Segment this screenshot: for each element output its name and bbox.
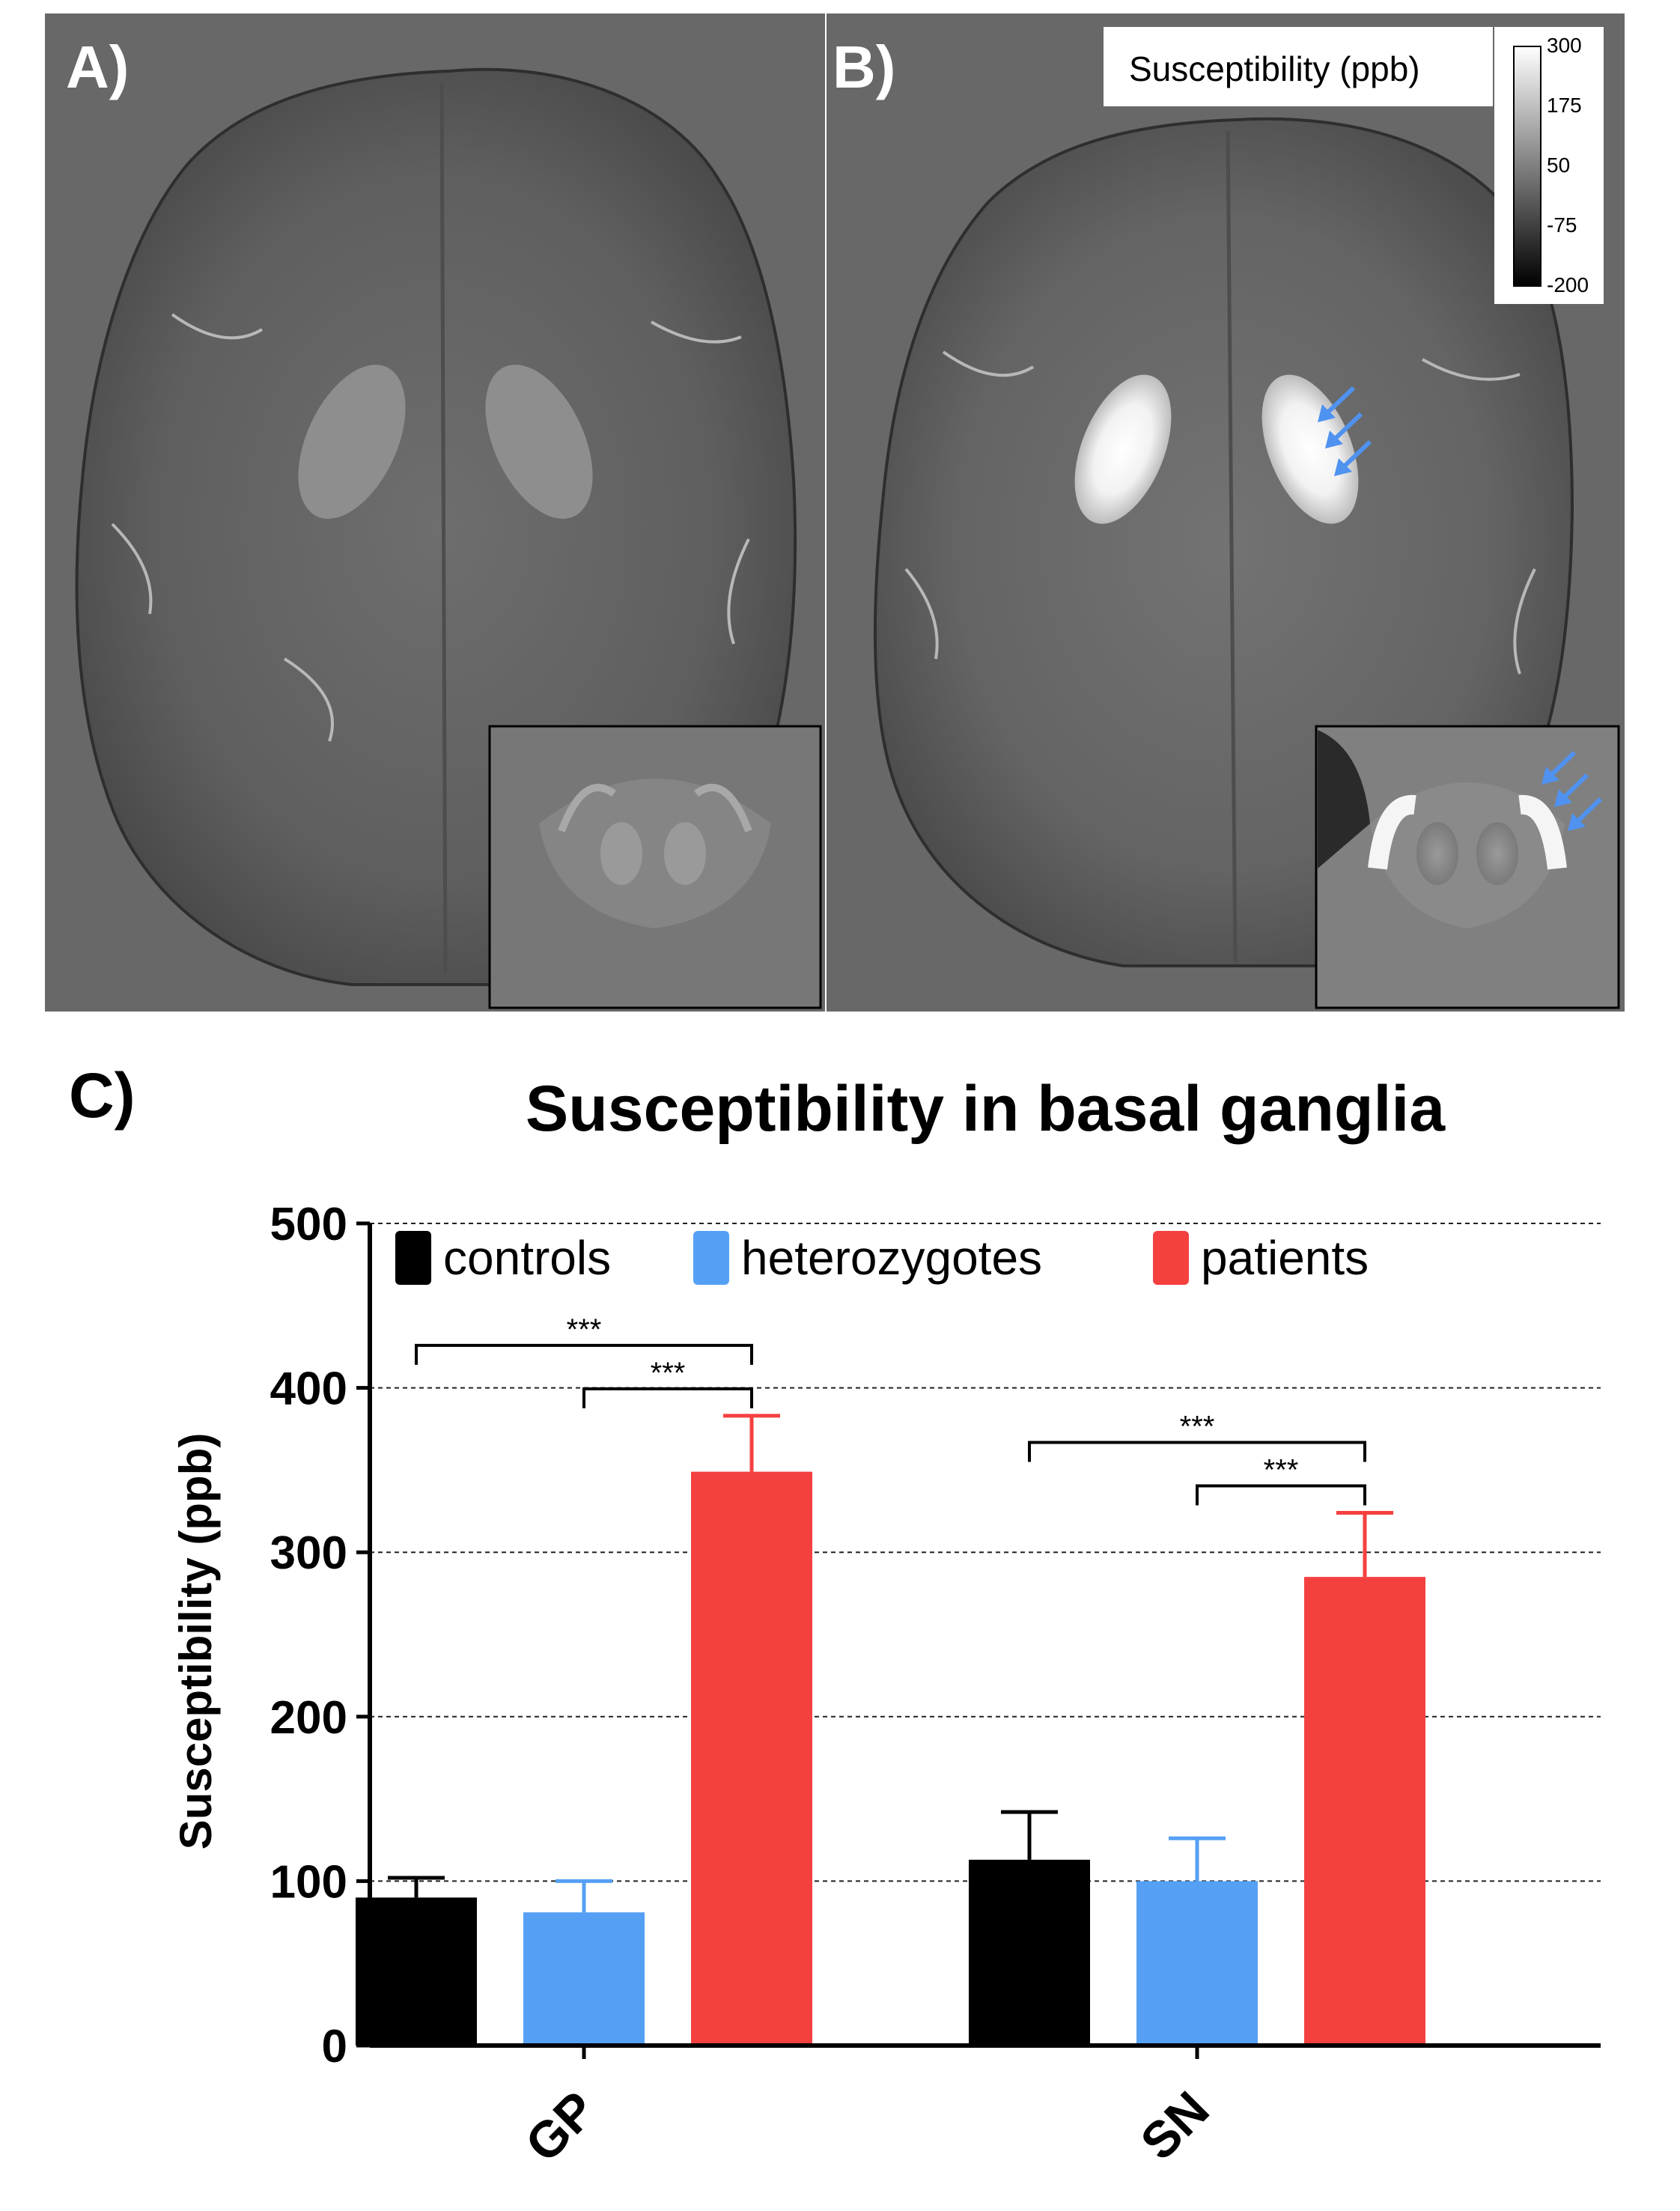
- arrow-group-main: [1318, 386, 1372, 476]
- significance-label: ***: [567, 1313, 602, 1346]
- bar-patients-sn: [1304, 1577, 1425, 2046]
- arrow-icon: [1568, 797, 1603, 831]
- colorbar-gradient: [1513, 46, 1541, 287]
- panel-a: A): [45, 13, 825, 1012]
- y-tick-label: 0: [322, 2021, 347, 2072]
- bar-controls-sn: [969, 1859, 1090, 2046]
- vessels-b: [904, 350, 1536, 675]
- bar-heterozygotes-gp: [523, 1912, 645, 2046]
- vessels-a: [111, 313, 750, 742]
- arrow-icon: [1325, 412, 1363, 448]
- y-tick-label: 200: [270, 1692, 347, 1744]
- colorbar-tick: -200: [1547, 273, 1589, 296]
- basal-ganglia-left-b: [1074, 374, 1172, 524]
- significance-label: ***: [1180, 1410, 1215, 1443]
- colorbar-tick: 50: [1547, 153, 1570, 177]
- y-tick-label: 100: [270, 1856, 347, 1908]
- y-tick-label: 300: [270, 1527, 347, 1579]
- x-axis-labels: GP SN: [514, 2046, 1220, 2173]
- y-axis-ticks: 0 100 200 300 400 500: [270, 1199, 370, 2072]
- legend-label-heterozygotes: heterozygotes: [741, 1231, 1042, 1285]
- legend-swatch-heterozygotes: [693, 1231, 729, 1285]
- significance-bracket: [582, 1387, 753, 1408]
- y-tick-label: 400: [270, 1363, 347, 1415]
- basal-ganglia-right-a: [485, 365, 593, 519]
- significance-label: ***: [1264, 1453, 1299, 1486]
- panel-c: C) Susceptibility in basal ganglia Susce…: [69, 1060, 1601, 2173]
- bar-patients-gp: [691, 1471, 812, 2046]
- basal-ganglia-right-b: [1261, 374, 1359, 524]
- x-tick-label: GP: [514, 2081, 606, 2173]
- colorbar-title: Susceptibility (ppb): [1129, 49, 1420, 88]
- inset-a: [488, 725, 822, 1009]
- panel-b: Susceptibility (ppb) 300 175 50 -75 -200…: [827, 13, 1625, 1012]
- colorbar-panel: [1494, 27, 1604, 304]
- legend-label-patients: patients: [1201, 1231, 1369, 1285]
- inset-b: [1315, 725, 1620, 1009]
- colorbar: Susceptibility (ppb) 300 175 50 -75 -200: [1104, 27, 1604, 304]
- legend-swatch-controls: [395, 1231, 431, 1285]
- bar-series: [356, 1414, 1425, 2046]
- colorbar-tick: 175: [1547, 94, 1582, 117]
- bar-controls-gp: [356, 1897, 477, 2046]
- panel-c-label: C): [69, 1060, 136, 1131]
- significance-bracket: [1028, 1441, 1366, 1462]
- chart-legend: controls heterozygotes patients: [395, 1231, 1369, 1285]
- arrow-icon: [1318, 386, 1356, 422]
- significance-bracket: [1196, 1484, 1366, 1506]
- colorbar-tick: -75: [1547, 213, 1577, 237]
- midline-b: [1226, 130, 1238, 963]
- colorbar-title-box: [1104, 27, 1493, 106]
- y-tick-label: 500: [270, 1199, 347, 1250]
- midline-a: [439, 82, 448, 974]
- arrow-icon: [1554, 773, 1589, 807]
- basal-ganglia-left-a: [298, 365, 406, 519]
- y-axis-label: Susceptibility (ppb): [171, 1433, 221, 1850]
- arrow-icon: [1541, 750, 1577, 785]
- chart-axes: [368, 1223, 1601, 2048]
- legend-swatch-patients: [1153, 1231, 1189, 1285]
- significance-bracket: [415, 1343, 753, 1365]
- arrow-icon: [1334, 440, 1372, 476]
- bar-heterozygotes-sn: [1136, 1881, 1258, 2046]
- panel-a-label: A): [66, 34, 129, 100]
- panel-b-label: B): [833, 34, 895, 100]
- significance-brackets: *** *** *** ***: [415, 1313, 1366, 1506]
- significance-label: ***: [651, 1357, 686, 1390]
- legend-label-controls: controls: [443, 1231, 611, 1285]
- x-tick-label: SN: [1130, 2081, 1220, 2171]
- colorbar-tick: 300: [1547, 34, 1582, 57]
- arrow-group-inset: [1541, 750, 1603, 831]
- chart-title: Susceptibility in basal ganglia: [526, 1073, 1446, 1145]
